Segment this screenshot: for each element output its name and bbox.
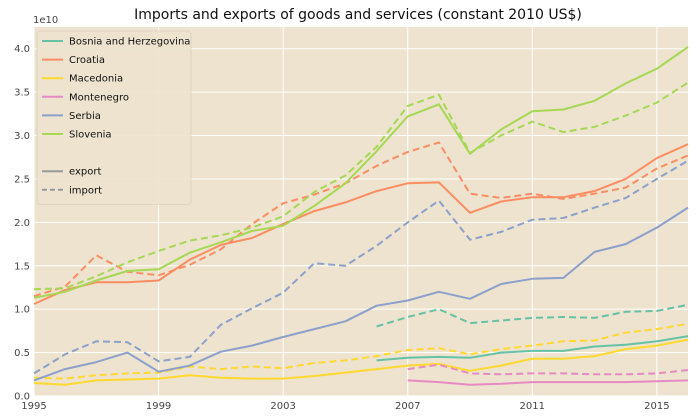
serbia-legend-label: Serbia: [69, 111, 101, 122]
legend-box: [36, 30, 192, 205]
croatia-legend-label: Croatia: [69, 55, 105, 66]
axis-ticks: 0.0 0.5 1.0 1.5 2.0 2.5 3.0 3.5 4.0 1995 1999 2003 2…: [14, 44, 669, 412]
y-scale-label: 1e10: [33, 15, 58, 26]
slovenia-import-line: [33, 81, 689, 291]
y-tick-label: 2.0: [14, 218, 30, 229]
montenegro-legend-label: Montenegro: [69, 92, 129, 103]
x-tick-label: 2015: [644, 401, 669, 412]
croatia-export-line: [33, 143, 689, 305]
x-tick-label: 2007: [395, 401, 420, 412]
bosnia-and-herzegovina-export-line: [376, 335, 689, 362]
export-legend-label: export: [69, 167, 101, 178]
bosnia-and-herzegovina-import-line: [376, 303, 689, 328]
series-lines: [33, 46, 689, 386]
y-tick-label: 1.0: [14, 305, 30, 316]
x-tick-label: 1995: [21, 401, 46, 412]
legend: Bosnia and Herzegovina Croatia Macedonia Mo…: [36, 30, 192, 205]
bosnia-and-herzegovina-legend-label: Bosnia and Herzegovina: [69, 37, 190, 48]
y-tick-label: 3.5: [14, 88, 30, 99]
y-tick-label: 1.5: [14, 261, 30, 272]
slovenia-export-line: [33, 46, 689, 299]
x-tick-label: 1999: [146, 401, 171, 412]
x-tick-label: 2011: [520, 401, 545, 412]
chart-title: Imports and exports of goods and service…: [134, 7, 582, 23]
macedonia-export-line: [33, 338, 689, 386]
y-tick-label: 3.0: [14, 131, 30, 142]
montenegro-import-line: [407, 363, 689, 376]
y-tick-label: 0.0: [14, 392, 30, 403]
slovenia-legend-label: Slovenia: [69, 130, 112, 141]
x-tick-label: 2003: [270, 401, 295, 412]
macedonia-legend-label: Macedonia: [69, 74, 123, 85]
montenegro-export-line: [407, 379, 689, 386]
y-tick-label: 2.5: [14, 174, 30, 185]
serbia-export-line: [33, 206, 689, 382]
croatia-import-line: [33, 141, 689, 298]
y-tick-label: 4.0: [14, 44, 30, 55]
import-legend-label: import: [69, 185, 102, 196]
serbia-import-line: [33, 159, 689, 375]
y-tick-label: 0.5: [14, 348, 30, 359]
